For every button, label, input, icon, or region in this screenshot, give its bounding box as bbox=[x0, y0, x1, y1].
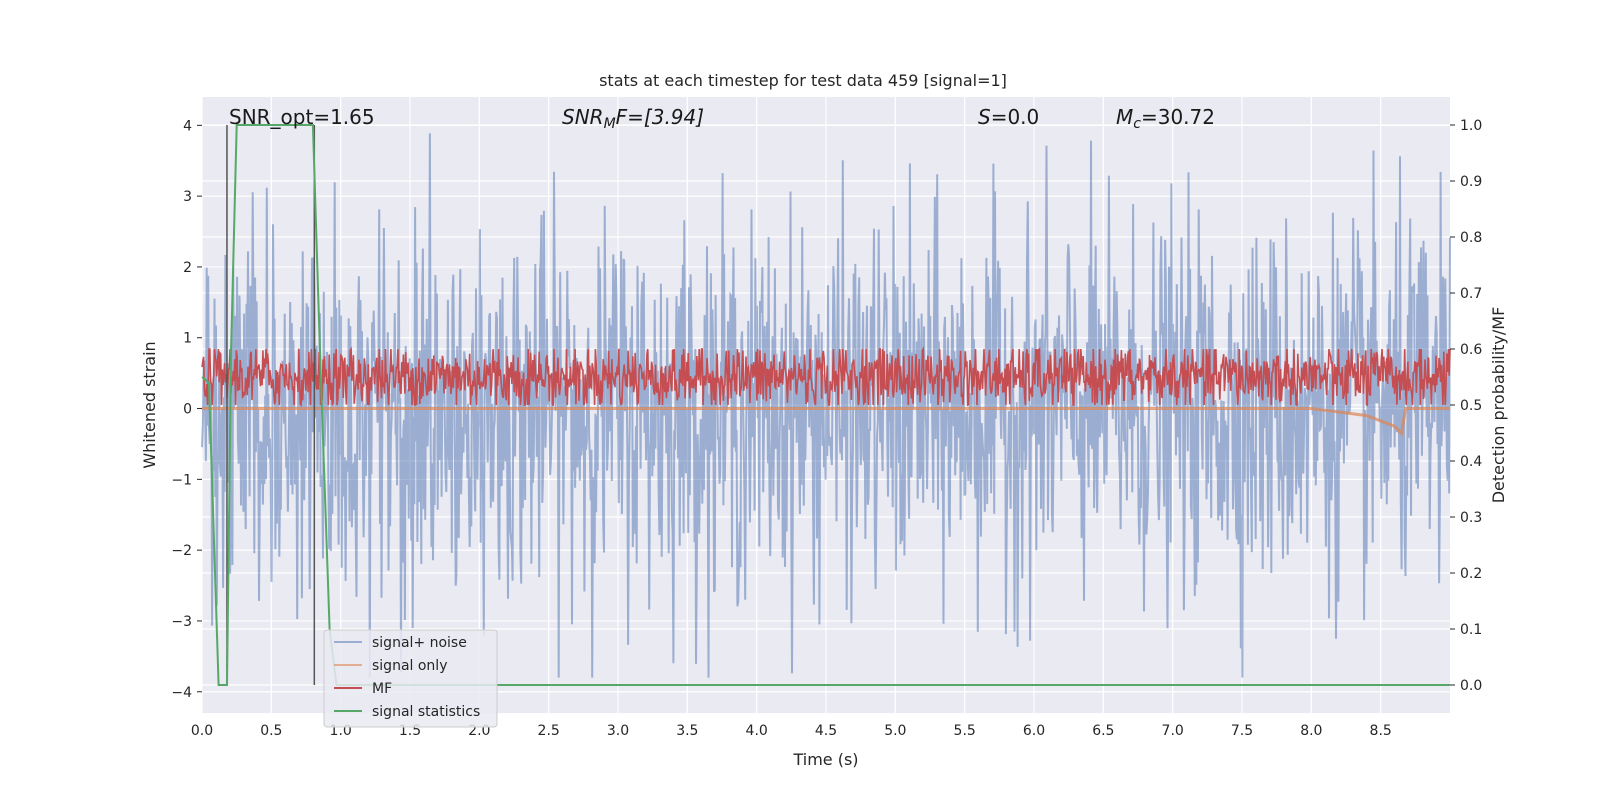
signal-only-series bbox=[202, 407, 1450, 437]
x-tick-label: 7.5 bbox=[1231, 723, 1253, 739]
y-tick-label: 0 bbox=[183, 402, 192, 418]
mf-line bbox=[201, 346, 1451, 407]
mf-series bbox=[201, 346, 1451, 407]
x-tick-label: 0.5 bbox=[260, 723, 282, 739]
legend-label-signal-noise: signal+ noise bbox=[372, 635, 467, 651]
y-tick-label: 2 bbox=[183, 260, 192, 276]
y-right-tick-label: 0.2 bbox=[1460, 566, 1482, 582]
y-right-tick-label: 0.6 bbox=[1460, 342, 1482, 358]
x-tick-label: 5.5 bbox=[954, 723, 976, 739]
x-tick-label: 0.0 bbox=[191, 723, 213, 739]
y-tick-label: −1 bbox=[171, 472, 192, 488]
y-right-tick-label: 0.7 bbox=[1460, 286, 1482, 302]
y-right-tick-label: 0.1 bbox=[1460, 622, 1482, 638]
y-tick-labels: 4 3 2 1 0 −1 −2 −3 −4 bbox=[171, 118, 202, 701]
legend-label-signal-only: signal only bbox=[372, 658, 447, 674]
legend-label-signal-statistics: signal statistics bbox=[372, 704, 480, 720]
legend: signal+ noise signal only MF signal stat… bbox=[323, 629, 498, 728]
x-tick-label: 3.5 bbox=[676, 723, 698, 739]
annotation-mc-sub: c bbox=[1133, 116, 1141, 132]
annotation-s: S=0.0 bbox=[978, 105, 1039, 129]
x-tick-label: 3.0 bbox=[607, 723, 629, 739]
y-tick-label: 1 bbox=[183, 331, 192, 347]
annotation-snr-opt: SNR_opt=1.65 bbox=[229, 105, 375, 129]
vertical-markers bbox=[226, 125, 316, 685]
legend-label-mf: MF bbox=[372, 681, 392, 697]
legend-box bbox=[323, 629, 498, 728]
y-right-axis-label: Detection probability/MF bbox=[1489, 307, 1508, 504]
y-right-tick-label: 0.8 bbox=[1460, 230, 1482, 246]
y-right-tick-label: 1.0 bbox=[1460, 118, 1482, 134]
chart-title: stats at each timestep for test data 459… bbox=[599, 71, 1007, 90]
x-axis-label: Time (s) bbox=[792, 750, 858, 769]
x-tick-label: 2.5 bbox=[538, 723, 560, 739]
x-tick-label: 6.5 bbox=[1092, 723, 1114, 739]
annotation-s-value: =0.0 bbox=[991, 105, 1040, 129]
y-axis-label: Whitened strain bbox=[140, 341, 159, 468]
signal-noise-series bbox=[201, 133, 1451, 678]
x-tick-label: 4.0 bbox=[746, 723, 768, 739]
y-tick-label: −3 bbox=[171, 614, 192, 630]
signal-noise-line bbox=[201, 133, 1451, 678]
y-tick-label: 4 bbox=[183, 118, 192, 134]
x-tick-label: 5.0 bbox=[884, 723, 906, 739]
annotation-mc-italic: M bbox=[1116, 105, 1133, 129]
x-tick-label: 6.0 bbox=[1023, 723, 1045, 739]
y-tick-label: 3 bbox=[183, 189, 192, 205]
y-right-tick-label: 0.9 bbox=[1460, 174, 1482, 190]
x-tick-label: 4.5 bbox=[815, 723, 837, 739]
x-tick-label: 8.5 bbox=[1370, 723, 1392, 739]
annotation-mc: Mc=30.72 bbox=[1116, 105, 1215, 132]
y-right-tick-label: 0.3 bbox=[1460, 510, 1482, 526]
annotation-snr-mf-rest: F=[3.94] bbox=[616, 105, 704, 129]
signal-only-line bbox=[202, 407, 1450, 437]
y-right-tick-label: 0.0 bbox=[1460, 678, 1482, 694]
annotation-snr-mf-main: SNR bbox=[562, 105, 604, 129]
y-tick-label: −2 bbox=[171, 543, 192, 559]
x-tick-label: 7.0 bbox=[1162, 723, 1184, 739]
y-tick-label: −4 bbox=[171, 685, 192, 701]
annotation-snr-mf: SNRMF=[3.94] bbox=[562, 105, 704, 132]
annotation-mc-value: =30.72 bbox=[1141, 105, 1215, 129]
x-tick-labels: 0.0 0.5 1.0 1.5 2.0 2.5 3.0 3.5 4.0 4.5 5.0 5.5 6.0 6… bbox=[191, 723, 1392, 739]
y-right-tick-label: 0.5 bbox=[1460, 398, 1482, 414]
annotation-snr-mf-sub: M bbox=[604, 116, 616, 132]
annotation-s-italic: S bbox=[978, 105, 991, 129]
y-right-tick-label: 0.4 bbox=[1460, 454, 1482, 470]
x-tick-label: 8.0 bbox=[1300, 723, 1322, 739]
y-right-tick-labels: 1.0 0.9 0.8 0.7 0.6 0.5 0.4 0.3 0.2 0.1 0.0 bbox=[1450, 118, 1482, 694]
